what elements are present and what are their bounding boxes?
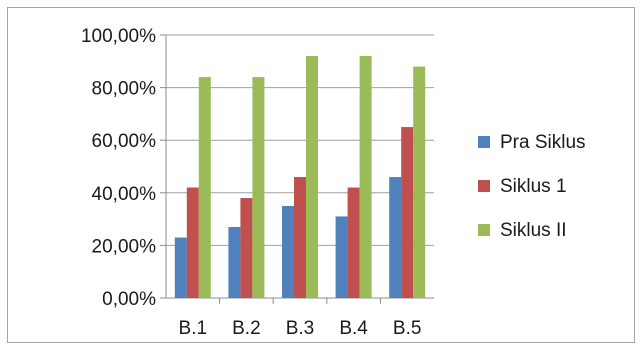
chart-frame bbox=[7, 7, 635, 343]
y-axis: 0,00% 20,00% 40,00% 60,00% 80,00% 100,00% bbox=[81, 26, 167, 310]
x-axis: B.1 B.2 B.3 B.4 B.5 bbox=[166, 297, 434, 339]
bar-siklus-ii-b3 bbox=[306, 56, 318, 298]
bar-siklus-ii-b5 bbox=[413, 66, 426, 298]
x-tick-label: B.4 bbox=[339, 318, 368, 339]
bars bbox=[174, 56, 426, 298]
bar-pra-siklus-b4 bbox=[335, 216, 348, 298]
y-tick-label: 0,00% bbox=[102, 289, 156, 310]
bar-siklus-1-b4 bbox=[347, 187, 360, 298]
bar-pra-siklus-b3 bbox=[282, 205, 294, 298]
bar-siklus-ii-b4 bbox=[359, 56, 372, 298]
y-tick-label: 100,00% bbox=[81, 26, 156, 47]
legend-label: Siklus II bbox=[500, 220, 567, 241]
x-tick-label: B.1 bbox=[179, 318, 208, 339]
x-tick-label: B.3 bbox=[286, 318, 315, 339]
y-tick-label: 20,00% bbox=[92, 236, 157, 257]
bar-pra-siklus-b1 bbox=[174, 237, 187, 298]
legend-swatch bbox=[478, 136, 490, 148]
x-tick-label: B.5 bbox=[393, 318, 422, 339]
legend-swatch bbox=[478, 180, 490, 192]
legend-label: Pra Siklus bbox=[500, 132, 586, 153]
legend-label: Siklus 1 bbox=[500, 176, 567, 197]
bar-siklus-1-b5 bbox=[401, 127, 414, 298]
legend-swatch bbox=[478, 224, 490, 236]
y-tick-label: 80,00% bbox=[92, 79, 157, 100]
bar-siklus-ii-b1 bbox=[198, 77, 211, 298]
bar-siklus-1-b1 bbox=[186, 187, 199, 298]
bar-siklus-1-b2 bbox=[240, 198, 253, 298]
y-tick-label: 40,00% bbox=[92, 184, 157, 205]
x-tick-label: B.2 bbox=[232, 318, 261, 339]
legend: Pra Siklus Siklus 1 Siklus II bbox=[478, 132, 586, 241]
bar-pra-siklus-b2 bbox=[228, 226, 241, 298]
bar-siklus-1-b3 bbox=[294, 177, 306, 298]
bar-pra-siklus-b5 bbox=[389, 177, 402, 298]
y-tick-label: 60,00% bbox=[92, 131, 157, 152]
bar-siklus-ii-b2 bbox=[252, 77, 265, 298]
